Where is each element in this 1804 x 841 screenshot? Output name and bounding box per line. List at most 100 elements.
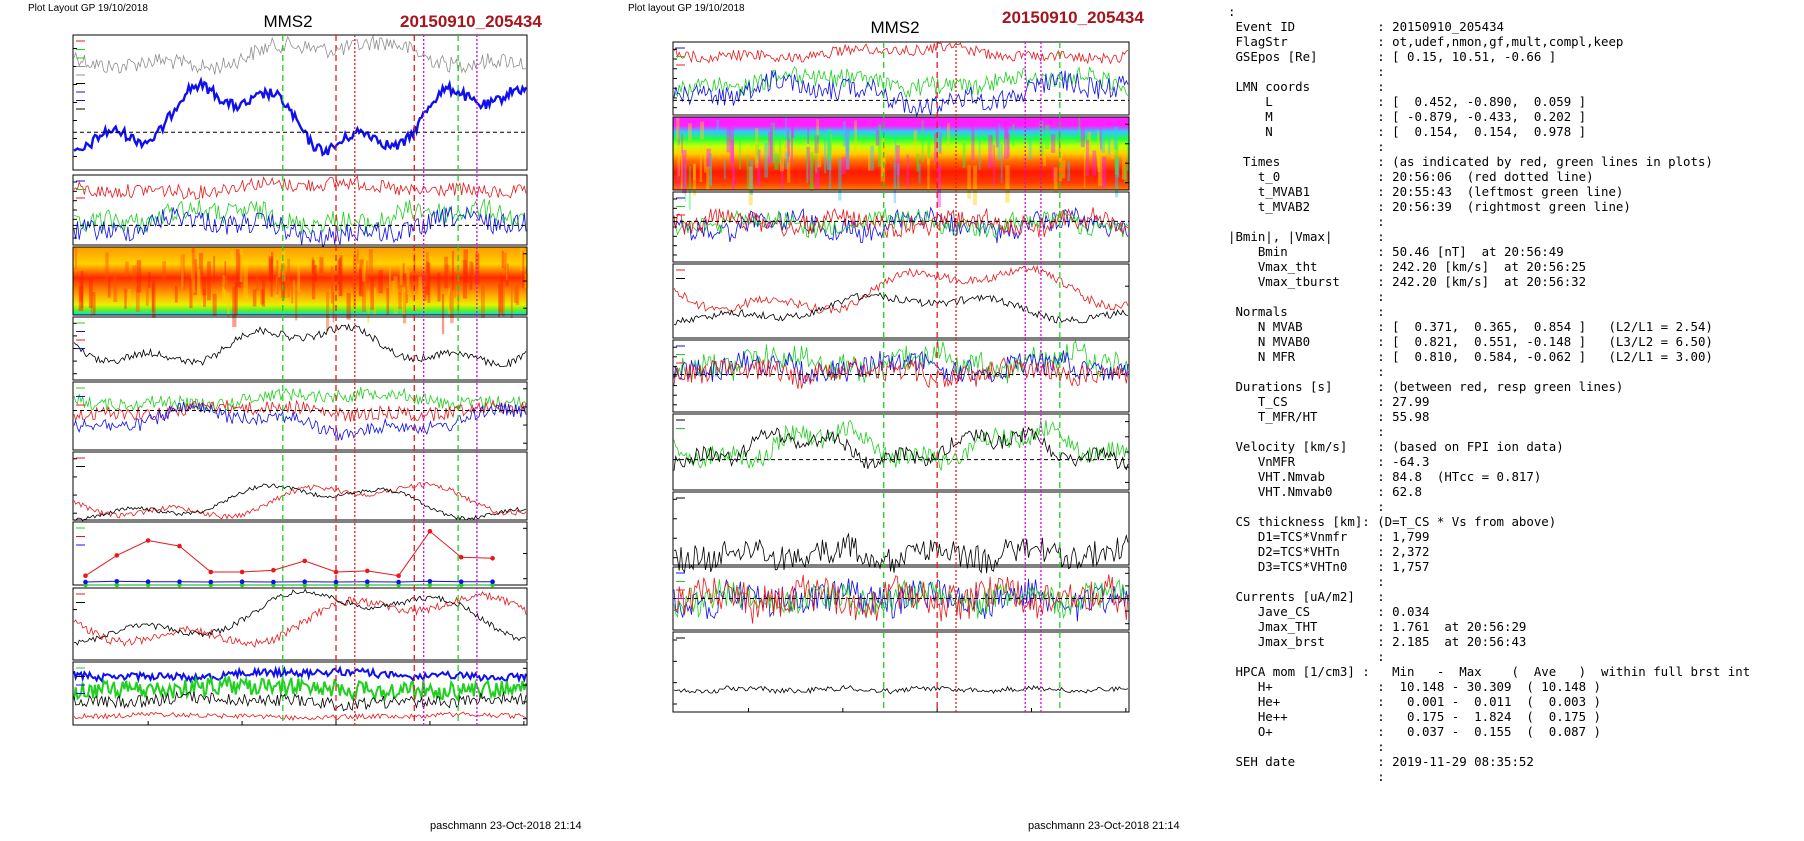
spectrogram-streak bbox=[213, 255, 215, 284]
spectrogram-streak bbox=[339, 255, 343, 296]
hpca-point-Heplus bbox=[490, 582, 495, 588]
spectrogram-streak bbox=[779, 139, 782, 165]
spectrogram-streak bbox=[845, 129, 850, 171]
spectrogram-streak bbox=[688, 123, 692, 141]
spectrogram-streak bbox=[451, 250, 454, 291]
spectrogram-streak bbox=[80, 270, 84, 309]
spectrogram-streak bbox=[413, 253, 416, 274]
summary-line: D1=TCS*Vnmfr : 1,799 bbox=[1228, 529, 1430, 544]
spectrogram-streak bbox=[75, 247, 78, 270]
spectrogram-streak bbox=[448, 288, 451, 317]
summary-line: : bbox=[1228, 499, 1385, 514]
spectrogram-streak bbox=[124, 288, 127, 309]
spectrogram-streak bbox=[726, 117, 731, 153]
spectrogram-streak bbox=[367, 291, 370, 323]
spectrogram-streak bbox=[370, 278, 374, 310]
spectrogram-streak bbox=[1097, 149, 1101, 173]
spectrogram-streak bbox=[227, 292, 230, 317]
spectrogram-streak bbox=[105, 252, 109, 285]
spectrogram-streak bbox=[276, 260, 279, 295]
spectrogram-streak bbox=[916, 153, 920, 172]
spectrogram-streak bbox=[312, 260, 316, 300]
summary-line: : bbox=[1228, 64, 1385, 79]
spectrogram-streak bbox=[391, 280, 395, 306]
spectrogram-streak bbox=[393, 276, 398, 315]
energy-spectrogram bbox=[73, 247, 527, 315]
summary-line: M : [ -0.879, -0.433, 0.202 ] bbox=[1228, 109, 1587, 124]
spectrogram-streak bbox=[1004, 123, 1009, 139]
spectrogram-streak bbox=[437, 272, 441, 302]
spectrogram-streak bbox=[445, 264, 450, 281]
spectrogram-streak bbox=[806, 146, 810, 182]
spectrogram-streak bbox=[128, 289, 131, 307]
spectrogram-streak bbox=[230, 250, 234, 265]
page1-header: Plot Layout GP 19/10/2018 bbox=[28, 3, 148, 14]
spectrogram-streak bbox=[281, 250, 286, 282]
summary-line: t_MVAB2 : 20:56:39 (rightmost green line… bbox=[1228, 199, 1631, 214]
series-trace-black bbox=[673, 426, 1129, 471]
spectrogram-streak bbox=[78, 286, 84, 312]
panel-9 bbox=[72, 661, 528, 726]
spectrogram-streak bbox=[270, 258, 273, 297]
spectrogram-streak bbox=[710, 165, 712, 186]
spectrogram-streak bbox=[684, 163, 687, 202]
spectrogram-streak bbox=[927, 133, 931, 159]
spectrogram-streak bbox=[706, 166, 710, 191]
spectrogram-streak bbox=[1123, 167, 1128, 183]
spectrogram-streak bbox=[234, 281, 238, 315]
spectrogram-streak bbox=[688, 166, 691, 210]
spectrogram-streak bbox=[373, 287, 377, 315]
spectrogram-streak bbox=[768, 131, 773, 165]
spectrogram-streak bbox=[842, 121, 846, 147]
spectrogram-streak bbox=[755, 144, 760, 163]
spectrogram-streak bbox=[513, 286, 519, 303]
panel-frame bbox=[672, 116, 1130, 191]
spectrogram-streak bbox=[90, 288, 93, 316]
summary-line: N MFR : [ 0.810, 0.584, -0.062 ] (L2/L1 … bbox=[1228, 349, 1713, 364]
hpca-point-Oplus bbox=[490, 579, 495, 584]
series-trace-blue bbox=[73, 76, 528, 157]
spectrogram-streak bbox=[269, 258, 271, 282]
spectrogram-streak bbox=[700, 121, 705, 140]
spectrogram-streak bbox=[162, 261, 167, 281]
spectrogram-streak bbox=[260, 289, 265, 305]
panel-6 bbox=[72, 451, 528, 522]
spectrogram-streak bbox=[1126, 137, 1130, 172]
spectrogram-streak bbox=[402, 291, 407, 324]
spectrogram-streak bbox=[893, 161, 897, 204]
spectrogram-streak bbox=[988, 134, 993, 168]
spectrogram-streak bbox=[1012, 124, 1015, 147]
page1-event-title: 20150910_205434 bbox=[400, 12, 542, 31]
summary-line: : bbox=[1228, 4, 1236, 19]
spectrogram-streak bbox=[791, 120, 795, 138]
spectrogram-streak bbox=[113, 272, 118, 303]
spectrogram-streak bbox=[1007, 133, 1010, 157]
spectrogram-streak bbox=[748, 166, 753, 206]
spectrogram-streak bbox=[427, 262, 431, 303]
spectrogram-streak bbox=[739, 136, 741, 170]
spectrogram-streak bbox=[693, 164, 696, 180]
spectrogram-streak bbox=[224, 276, 227, 303]
spectrogram-streak bbox=[704, 145, 707, 173]
spectrogram-streak bbox=[1050, 134, 1056, 153]
spectrogram-streak bbox=[971, 120, 975, 161]
spectrogram-streak bbox=[677, 143, 680, 177]
summary-line: : bbox=[1228, 289, 1385, 304]
panel-1 bbox=[672, 41, 1130, 118]
spectrogram-streak bbox=[107, 277, 111, 298]
spectrogram-streak bbox=[449, 292, 451, 310]
spectrogram-streak bbox=[878, 124, 882, 167]
spectrogram-streak bbox=[1100, 117, 1103, 150]
page2-event-title: 20150910_205434 bbox=[1002, 8, 1144, 27]
spectrogram-streak bbox=[897, 163, 900, 190]
series-trace-blue bbox=[673, 578, 1129, 622]
summary-line: Velocity [km/s] : (based on FPI ion data… bbox=[1228, 439, 1564, 454]
summary-line: Normals : bbox=[1228, 304, 1385, 319]
summary-line: Jave_CS : 0.034 bbox=[1228, 604, 1430, 619]
series-trace-red bbox=[673, 357, 1129, 389]
panel-frame bbox=[72, 316, 528, 381]
spectrogram-streak bbox=[425, 261, 430, 296]
panel-frame bbox=[672, 491, 1130, 566]
panel-7 bbox=[672, 491, 1130, 574]
series-trace-red bbox=[73, 481, 527, 520]
